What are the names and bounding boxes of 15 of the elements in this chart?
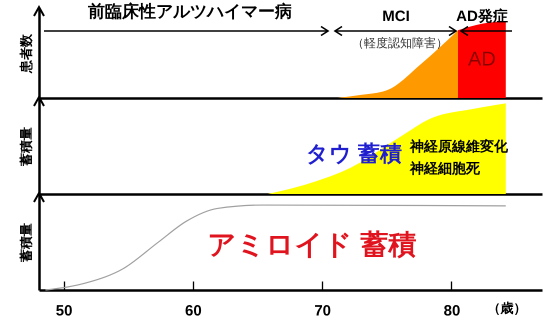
text: 前臨床性アルツハイマー病 [87,2,292,21]
annotation: MCI [382,8,410,25]
series-label: AD [468,48,496,71]
x-tick-label: 70 [314,302,332,320]
x-tick-label: 80 [444,302,460,320]
x-axis-title: （歳） [488,300,526,316]
x-tick-label: 60 [185,302,202,320]
y-axis-title: 蓄積量 [18,223,34,263]
y-axis-title: 患者数 [18,33,34,74]
annotation: （軽度認知障害） [352,36,448,50]
annotation: 神経細胞死 [409,160,481,176]
annotation: AD発症 [456,8,508,25]
annotation: アミロイド 蓄積 [208,229,416,260]
x-tick-label: 50 [56,302,72,320]
y-axis-title: 蓄積量 [18,127,34,167]
